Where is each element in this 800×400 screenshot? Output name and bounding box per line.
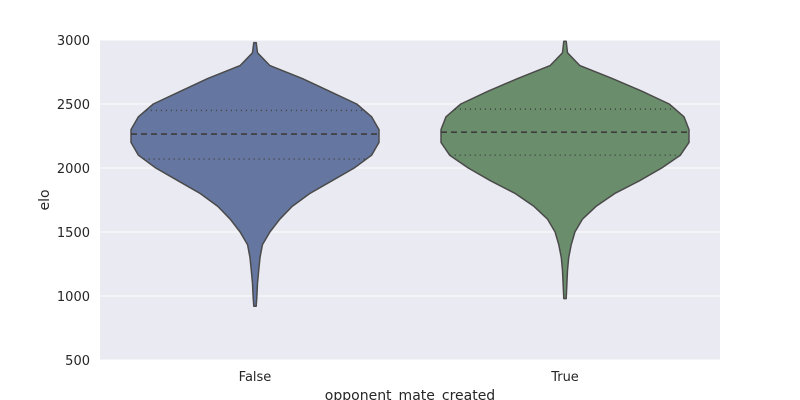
x-axis-label: opponent_mate_created: [325, 388, 495, 400]
y-tick-1500: 1500: [57, 226, 90, 241]
y-tick-labels: 500 1000 1500 2000 2500 3000: [57, 34, 90, 369]
y-axis-label: elo: [37, 189, 53, 210]
x-tick-true: True: [550, 370, 579, 385]
x-tick-labels: False True: [239, 370, 579, 385]
y-tick-3000: 3000: [57, 34, 90, 49]
violin-false: [130, 41, 380, 307]
y-tick-1000: 1000: [57, 290, 90, 305]
y-tick-2000: 2000: [57, 162, 90, 177]
x-tick-false: False: [239, 370, 272, 385]
violin-true: [440, 40, 690, 300]
y-tick-500: 500: [65, 354, 90, 369]
violins: [130, 40, 690, 307]
y-tick-2500: 2500: [57, 98, 90, 113]
